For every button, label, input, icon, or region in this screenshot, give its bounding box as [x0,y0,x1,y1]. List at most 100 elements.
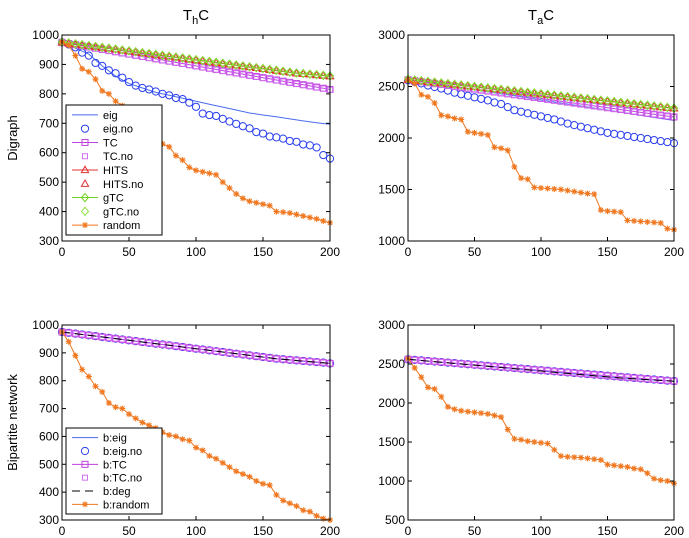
data-point-b-random [92,383,99,390]
data-point-gtc-no [636,99,645,110]
data-point-gtc-no [603,96,612,106]
data-point-b-random [617,463,624,470]
y-tick-label: 3000 [378,318,405,332]
data-point-gtc-no [623,98,632,108]
data-point-random [172,152,179,159]
data-point-tc-no [491,89,498,96]
data-point-gtc-no [312,69,321,80]
data-point-b-tc-no [651,376,658,383]
data-point-tc-no [246,72,253,79]
data-point-gtc-no [278,66,288,76]
y-tick-label: 600 [39,146,59,160]
data-point-random [65,42,72,49]
data-point-random [206,170,213,177]
data-point-gtc-no [649,101,659,111]
data-point-gtc-no [550,90,559,100]
data-point-b-random [246,473,253,480]
data-point-b-tc-no [531,366,538,373]
data-point-gtc-no [476,82,486,92]
data-point-b-random [132,415,139,422]
data-point-gtc-no [111,44,120,54]
data-point-random [186,164,193,171]
data-point-tc-no [524,93,531,100]
data-point-b-random [657,477,664,484]
x-tick-label: 150 [597,245,617,259]
data-point-random [451,115,458,122]
x-tick-label: 200 [320,245,340,259]
data-point-eig-no [98,61,107,71]
data-point-b-random [484,410,491,417]
y-tick-label: 300 [39,513,59,527]
series-line-gtc [61,41,331,77]
data-point-gtc-no [191,54,201,65]
data-point-tc-no [293,80,300,87]
x-tick-label: 150 [253,245,273,259]
data-point-gtc-no [198,55,207,66]
data-point-random [584,190,591,197]
data-point-gtc-no [77,39,87,50]
data-point-tc-no [219,67,226,74]
data-point-eig-no [319,150,328,160]
y-tick-label: 500 [39,175,59,189]
data-point-tc-no [226,69,233,76]
data-point-random [637,218,644,225]
data-point-random [293,211,300,218]
data-point-random [99,87,106,94]
data-point-gtc-no [238,61,248,71]
legend-label-b-eig-no: b:eig.no [103,446,142,458]
chart-panel-2: 0 50 100 150 200 1000 1500 2000 2500 3000 TaC [378,7,684,259]
data-point-b-tc-no [617,373,624,380]
legend-marker-gtc [80,192,90,203]
data-point-random [518,175,525,182]
data-point-gtc-no [483,83,492,93]
data-point-gtc-no [590,94,599,105]
data-point-tc-no [300,82,307,89]
data-point-random [431,99,438,106]
data-point-gtc-no [516,86,526,97]
data-point-gtc-no [643,100,652,111]
data-point-gtc-no [570,92,579,103]
x-tick-label: 100 [531,524,551,538]
data-point-eig-no [124,77,134,87]
data-point-tc-no [253,73,260,80]
data-point-eig-no [212,111,221,121]
data-point-tc-no [644,110,651,117]
data-point-random [438,112,445,119]
y-tick-label: 700 [39,116,59,130]
data-point-b-random [624,463,631,470]
series-line-b-deg [61,331,331,364]
data-point-b-tc-no [557,368,564,375]
data-point-b-random [464,408,471,415]
data-point-gtc-no [437,78,446,88]
data-point-gtc-no [596,95,606,105]
legend-label-hits: HITS [103,165,128,177]
data-point-b-random [611,462,618,469]
data-point-b-random [226,464,233,471]
x-tick-label: 100 [186,524,206,538]
data-point-random [300,212,307,219]
data-point-gtc-no [609,96,619,107]
data-point-random [424,93,431,100]
y-tick-label: 1000 [378,234,405,248]
data-point-b-random [577,454,584,461]
data-point-b-random [85,373,92,380]
data-point-random [411,80,418,87]
data-point-random [611,208,618,215]
data-point-random [498,145,505,152]
data-point-tc-no [233,70,240,77]
data-point-b-random [551,446,558,453]
x-tick-label: 150 [253,524,273,538]
data-point-gtc-no [272,65,281,76]
data-point-gtc-no [185,54,194,64]
data-point-random [320,217,327,224]
data-point-random [597,207,604,214]
x-tick-label: 150 [597,524,617,538]
series-gtc-no [403,74,679,113]
data-point-random [79,65,86,72]
data-point-b-tc-no [498,363,505,370]
data-point-b-random [524,438,531,445]
y-tick-label: 500 [385,513,405,527]
x-tick-label: 100 [186,245,206,259]
data-point-gtc-no [563,91,572,102]
data-point-b-random [411,364,418,371]
